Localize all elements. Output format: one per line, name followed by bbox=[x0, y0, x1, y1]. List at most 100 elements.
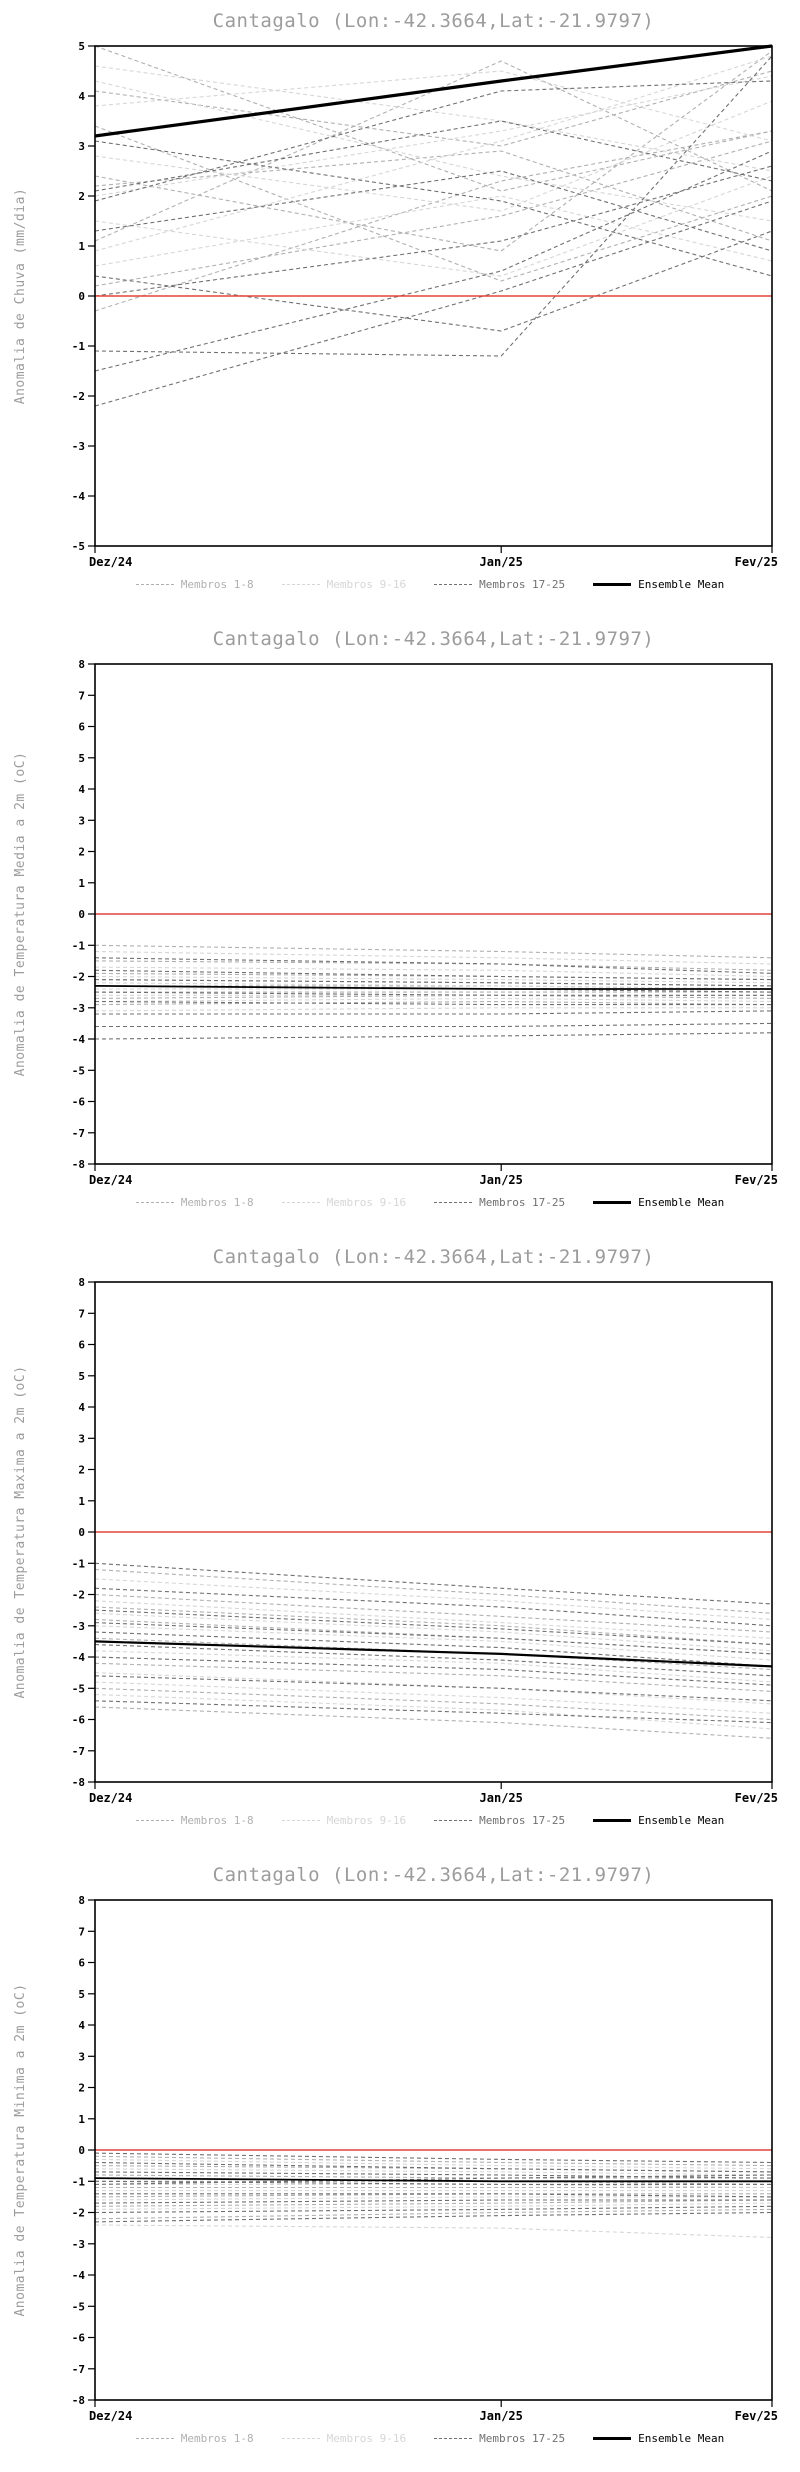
member-line bbox=[94, 1622, 773, 1655]
member-line bbox=[94, 1693, 773, 1730]
legend-line-sample bbox=[135, 584, 174, 585]
legend-item: Membros 17-25 bbox=[434, 2432, 565, 2445]
legend: Membros 1-8 Membros 9-16 Membros 17-25 Ense… bbox=[60, 578, 800, 591]
y-tick-label: 0 bbox=[78, 908, 85, 921]
member-line bbox=[94, 1656, 773, 1686]
y-tick-label: -6 bbox=[72, 2332, 86, 2345]
x-tick-label: Dez/24 bbox=[89, 1791, 132, 1805]
legend-label: Ensemble Mean bbox=[638, 1814, 725, 1827]
y-tick-label: 8 bbox=[78, 1276, 85, 1289]
y-tick-label: -1 bbox=[72, 2175, 86, 2188]
member-line bbox=[94, 2205, 773, 2214]
legend-label: Ensemble Mean bbox=[638, 578, 725, 591]
legend-label: Membros 1-8 bbox=[180, 578, 254, 591]
legend-label: Membros 17-25 bbox=[479, 578, 566, 591]
legend-line-sample bbox=[593, 1819, 632, 1822]
member-line bbox=[94, 230, 773, 332]
y-tick-label: 3 bbox=[78, 2050, 85, 2063]
legend-line-sample bbox=[434, 2438, 473, 2439]
member-line bbox=[94, 991, 772, 996]
y-tick-label: -6 bbox=[72, 1714, 86, 1727]
x-tick-label: Fev/25 bbox=[735, 2409, 778, 2423]
member-line bbox=[94, 1609, 773, 1646]
member-line bbox=[94, 1706, 773, 1739]
member-line bbox=[94, 979, 773, 987]
legend-item: Membros 17-25 bbox=[434, 578, 565, 591]
legend-item: Ensemble Mean bbox=[593, 578, 724, 591]
legend-line-sample bbox=[281, 584, 320, 585]
member-line bbox=[94, 1568, 773, 1614]
y-tick-label: -1 bbox=[72, 1557, 86, 1570]
member-line bbox=[94, 80, 773, 222]
member-line bbox=[94, 2199, 772, 2204]
member-line bbox=[94, 966, 773, 978]
legend-item: Membros 17-25 bbox=[434, 1814, 565, 1827]
member-line bbox=[94, 2158, 773, 2170]
member-line bbox=[94, 2155, 773, 2167]
member-line bbox=[94, 2152, 773, 2164]
y-tick-label: -4 bbox=[72, 490, 86, 503]
y-tick-label: -5 bbox=[72, 1682, 85, 1695]
y-tick-label: -2 bbox=[72, 1589, 85, 1602]
member-line bbox=[94, 1593, 773, 1633]
y-tick-label: -6 bbox=[72, 1096, 86, 1109]
legend-label: Membros 9-16 bbox=[326, 2432, 407, 2445]
member-line bbox=[94, 1662, 773, 1692]
y-tick-label: -5 bbox=[72, 2300, 85, 2313]
plot-border bbox=[94, 1281, 773, 1783]
member-line bbox=[94, 140, 773, 277]
plot-border bbox=[94, 45, 773, 547]
legend-line-sample bbox=[593, 1201, 632, 1204]
x-tick-label: Dez/24 bbox=[89, 1173, 132, 1187]
chart-title: Cantagalo (Lon:-42.3664,Lat:-21.9797) bbox=[212, 1246, 655, 1268]
legend-label: Membros 17-25 bbox=[479, 2432, 566, 2445]
member-line bbox=[94, 960, 773, 971]
legend-label: Membros 17-25 bbox=[479, 1196, 566, 1209]
legend-item: Membros 1-8 bbox=[135, 1814, 254, 1827]
plot-border bbox=[94, 1899, 773, 2401]
y-tick-label: -8 bbox=[72, 1158, 85, 1171]
member-line bbox=[94, 2224, 773, 2239]
legend-line-sample bbox=[281, 1820, 320, 1821]
y-tick-label: 3 bbox=[78, 814, 85, 827]
member-line bbox=[94, 130, 773, 312]
y-tick-label: -3 bbox=[72, 1620, 85, 1633]
legend-item: Ensemble Mean bbox=[593, 1814, 724, 1827]
member-line bbox=[94, 75, 773, 197]
y-tick-label: 7 bbox=[78, 1925, 85, 1938]
x-tick-label: Fev/25 bbox=[735, 1173, 778, 1187]
y-tick-label: 5 bbox=[78, 40, 85, 53]
x-tick-label: Fev/25 bbox=[735, 555, 778, 569]
y-tick-label: -7 bbox=[72, 2363, 85, 2376]
legend-label: Membros 9-16 bbox=[326, 1196, 407, 1209]
member-line bbox=[94, 2196, 772, 2201]
member-line bbox=[94, 997, 773, 1003]
legend-line-sample bbox=[281, 1202, 320, 1203]
y-tick-label: -2 bbox=[72, 971, 85, 984]
member-line bbox=[94, 1650, 773, 1683]
chart-section-temp-minima: Cantagalo (Lon:-42.3664,Lat:-21.9797) -8… bbox=[0, 1854, 800, 2472]
y-tick-label: -5 bbox=[72, 1064, 85, 1077]
y-tick-label: 1 bbox=[78, 877, 85, 890]
y-tick-label: -4 bbox=[72, 1651, 86, 1664]
legend-line-sample bbox=[434, 1820, 473, 1821]
member-line bbox=[94, 1000, 773, 1006]
legend-line-sample bbox=[434, 1202, 473, 1203]
x-tick-label: Dez/24 bbox=[89, 555, 132, 569]
y-tick-label: -8 bbox=[72, 2394, 85, 2407]
y-axis-label: Anomalia de Chuva (mm/dia) bbox=[13, 188, 28, 405]
ensemble-mean-line bbox=[94, 44, 773, 138]
legend-item: Membros 1-8 bbox=[135, 2432, 254, 2445]
y-tick-label: 7 bbox=[78, 1307, 85, 1320]
member-line bbox=[94, 1600, 773, 1639]
x-tick-label: Jan/25 bbox=[480, 1791, 523, 1805]
y-tick-label: 7 bbox=[78, 689, 85, 702]
legend-item: Ensemble Mean bbox=[593, 2432, 724, 2445]
member-line bbox=[94, 175, 773, 277]
chart-title: Cantagalo (Lon:-42.3664,Lat:-21.9797) bbox=[212, 628, 655, 650]
legend-label: Ensemble Mean bbox=[638, 1196, 725, 1209]
y-tick-label: 6 bbox=[78, 1339, 85, 1352]
member-line bbox=[94, 2199, 773, 2207]
member-line bbox=[94, 975, 773, 984]
legend-label: Membros 9-16 bbox=[326, 578, 407, 591]
